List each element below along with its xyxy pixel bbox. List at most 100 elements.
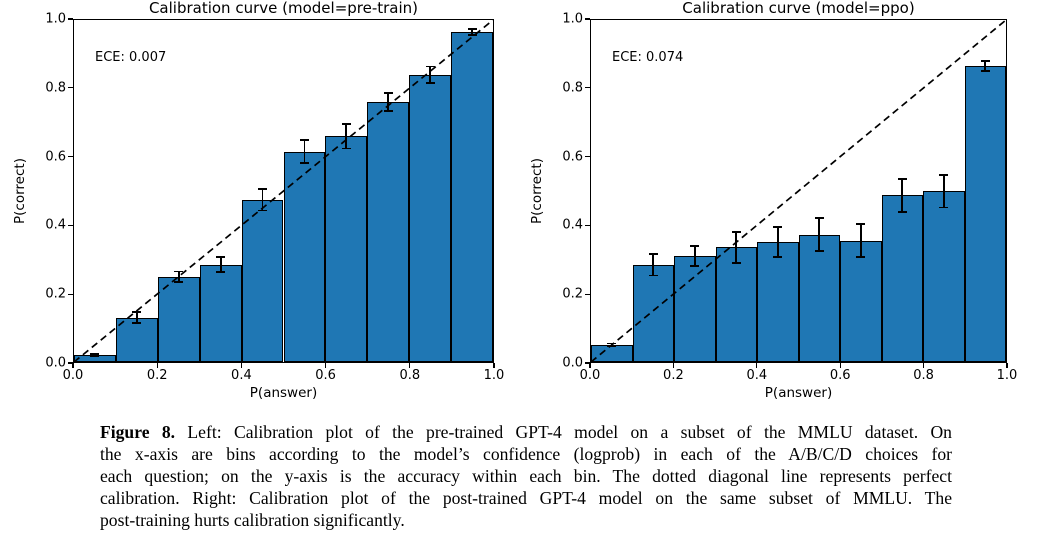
error-bar-cap bbox=[299, 139, 309, 141]
y-axis-tick bbox=[585, 18, 590, 20]
bar-bin-10 bbox=[451, 31, 493, 362]
y-tick-label: 0.0 bbox=[45, 355, 66, 371]
error-bar-cap bbox=[814, 250, 824, 253]
x-tick-label: 0.2 bbox=[146, 368, 168, 383]
x-axis-label-pretrain: P(answer) bbox=[249, 385, 318, 401]
error-bar-cap bbox=[299, 162, 309, 165]
error-bar-line bbox=[942, 174, 945, 208]
x-tick-label: 0.0 bbox=[62, 368, 84, 383]
y-tick-label: 0.0 bbox=[562, 355, 583, 371]
error-bar-line bbox=[345, 123, 348, 149]
error-bar-bin-10 bbox=[467, 28, 477, 36]
x-axis-tick bbox=[72, 363, 74, 368]
x-axis-tick bbox=[1006, 363, 1008, 368]
chart-title-pretrain: Calibration curve (model=pre-train) bbox=[148, 0, 419, 17]
x-axis-tick bbox=[325, 363, 327, 368]
error-bar-cap bbox=[383, 110, 393, 113]
y-tick-label: 0.8 bbox=[45, 80, 66, 96]
x-axis-tick bbox=[240, 363, 242, 368]
x-tick-label: 1.0 bbox=[483, 368, 505, 383]
error-bar-cap bbox=[174, 280, 184, 283]
error-bar-line bbox=[387, 92, 390, 112]
chart-pretrain: Calibration curve (model=pre-train) ECE:… bbox=[12, 1, 504, 401]
caption-line-2: the x-axis are bins according to the mod… bbox=[100, 444, 952, 464]
perfect-calibration-diagonal-line bbox=[590, 19, 1007, 363]
error-bar-cap bbox=[939, 206, 949, 209]
error-bar-cap bbox=[897, 210, 907, 213]
x-tick-label: 0.4 bbox=[231, 368, 252, 383]
bar-bin-2 bbox=[632, 264, 674, 362]
error-bar-cap bbox=[467, 28, 477, 31]
error-bar-cap bbox=[216, 270, 226, 273]
error-bar-line bbox=[135, 312, 138, 324]
error-bar-line bbox=[818, 218, 821, 252]
caption-line-1: Figure 8. Left: Calibration plot of the … bbox=[100, 422, 952, 442]
error-bar-bin-9 bbox=[939, 173, 949, 209]
y-axis-tick bbox=[585, 87, 590, 89]
error-bar-line bbox=[776, 227, 779, 258]
x-axis-tick bbox=[156, 363, 158, 368]
x-tick-label: 0.2 bbox=[663, 368, 684, 383]
error-bar-bin-6 bbox=[299, 139, 309, 165]
error-bar-cap bbox=[607, 342, 617, 345]
error-bar-cap bbox=[132, 311, 142, 313]
error-bar-bin-4 bbox=[731, 231, 741, 264]
x-tick-label: 0.8 bbox=[913, 368, 934, 383]
error-bar-cap bbox=[980, 59, 990, 62]
y-axis-tick bbox=[68, 156, 73, 158]
x-tick-label: 0.4 bbox=[746, 368, 768, 383]
error-bar-line bbox=[984, 60, 987, 71]
y-axis-tick bbox=[68, 87, 73, 89]
error-bar-cap bbox=[90, 352, 100, 355]
perfect-calibration-diagonal-line bbox=[73, 19, 494, 363]
error-bar-cap bbox=[648, 252, 658, 255]
x-tick-label: 1.0 bbox=[996, 368, 1018, 383]
error-bar-cap bbox=[341, 147, 351, 150]
error-bar-cap bbox=[425, 82, 435, 84]
error-bar-bin-1 bbox=[607, 342, 617, 348]
error-bar-cap bbox=[773, 226, 783, 229]
error-bar-bin-3 bbox=[174, 270, 184, 283]
error-bar-line bbox=[735, 232, 738, 263]
y-tick-label: 0.4 bbox=[562, 217, 583, 233]
x-axis-tick bbox=[493, 363, 495, 368]
y-axis-label-ppo: P(correct) bbox=[529, 158, 545, 224]
error-bar-bin-2 bbox=[648, 252, 658, 277]
error-bar-cap bbox=[939, 173, 949, 176]
plot-area-ppo bbox=[590, 19, 1007, 363]
error-bar-cap bbox=[607, 345, 617, 348]
error-bar-line bbox=[219, 257, 222, 272]
error-bar-cap bbox=[258, 209, 268, 212]
figure-caption: Figure 8. Left: Calibration plot of the … bbox=[100, 421, 952, 531]
error-bar-bin-3 bbox=[690, 244, 700, 268]
caption-line-4: calibration. Right: Calibration plot of … bbox=[100, 488, 952, 508]
error-bar-cap bbox=[731, 231, 741, 233]
y-tick-label: 0.2 bbox=[45, 286, 66, 302]
caption-figure-label: Figure 8. bbox=[100, 422, 176, 442]
error-bar-line bbox=[177, 271, 180, 282]
ece-annotation-pretrain: ECE: 0.007 bbox=[95, 50, 167, 65]
x-tick-label: 0.6 bbox=[315, 368, 336, 383]
error-bar-cap bbox=[690, 244, 700, 247]
error-bar-cap bbox=[814, 217, 824, 220]
error-bar-cap bbox=[773, 256, 783, 259]
error-bar-bin-8 bbox=[897, 178, 907, 213]
error-bar-bin-1 bbox=[90, 352, 100, 358]
error-bar-cap bbox=[341, 123, 351, 125]
y-tick-label: 0.4 bbox=[45, 217, 66, 233]
y-tick-label: 0.6 bbox=[45, 149, 66, 165]
error-bar-line bbox=[94, 353, 96, 357]
error-bar-bin-2 bbox=[132, 311, 142, 324]
error-bar-bin-5 bbox=[773, 226, 783, 259]
x-axis-tick bbox=[409, 363, 411, 368]
error-bar-cap bbox=[731, 261, 741, 264]
bar-bin-6 bbox=[283, 151, 326, 362]
y-axis-tick bbox=[68, 362, 73, 364]
bar-bin-5 bbox=[757, 242, 799, 362]
caption-line-3: each question; on the y-axis is the accu… bbox=[100, 466, 952, 486]
error-bar-cap bbox=[856, 223, 866, 226]
error-bar-cap bbox=[90, 355, 100, 358]
error-bar-bin-6 bbox=[814, 217, 824, 253]
bar-bin-8 bbox=[367, 102, 410, 362]
